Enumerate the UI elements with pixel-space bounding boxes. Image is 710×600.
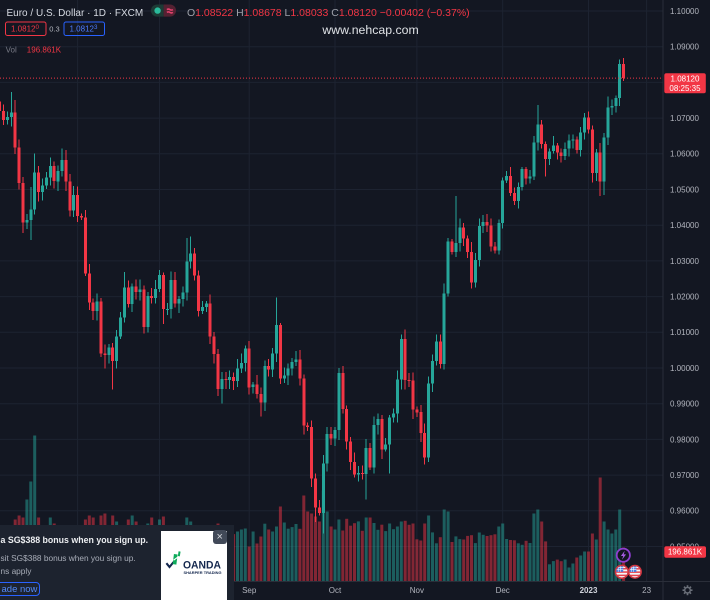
svg-text:0.98000: 0.98000 [670,435,699,444]
svg-text:OANDA: OANDA [183,559,221,571]
svg-text:Vol: Vol [6,45,17,54]
svg-text:1.03000: 1.03000 [670,257,699,266]
svg-text:SHARPER TRADING: SHARPER TRADING [183,570,221,575]
svg-text:1.05000: 1.05000 [670,185,699,194]
svg-text:196.861K: 196.861K [668,548,703,557]
svg-text:0.3: 0.3 [49,25,59,34]
svg-text:1.10000: 1.10000 [670,7,699,16]
svg-text:23: 23 [642,586,651,595]
svg-text:1.04000: 1.04000 [670,221,699,230]
svg-text:Nov: Nov [410,586,424,595]
svg-text:1.08120: 1.08120 [671,75,700,84]
svg-text:196.861K: 196.861K [27,45,62,54]
svg-text:0.96000: 0.96000 [670,507,699,516]
svg-text:1.08123: 1.08123 [70,24,98,34]
svg-text:1.09000: 1.09000 [670,43,699,52]
svg-text:2023: 2023 [580,586,598,595]
svg-text:1.01000: 1.01000 [670,328,699,337]
svg-text:1.07000: 1.07000 [670,114,699,123]
svg-text:Euro / U.S. Dollar · 1D · FXCM: Euro / U.S. Dollar · 1D · FXCM [7,8,144,19]
svg-text:08:25:35: 08:25:35 [669,84,701,93]
svg-text:1.06000: 1.06000 [670,150,699,159]
svg-text:1.00000: 1.00000 [670,364,699,373]
svg-text:1.08120: 1.08120 [11,24,39,34]
svg-text:Oct: Oct [329,586,342,595]
svg-text:0.97000: 0.97000 [670,471,699,480]
svg-text:www.nehcap.com: www.nehcap.com [321,23,418,37]
svg-text:1.02000: 1.02000 [670,293,699,302]
svg-text:O1.08522 H1.08678 L1.08033 C1.: O1.08522 H1.08678 L1.08033 C1.08120 −0.0… [187,7,470,19]
svg-text:0.99000: 0.99000 [670,400,699,409]
svg-text:Sep: Sep [242,586,257,595]
svg-text:Dec: Dec [496,586,510,595]
